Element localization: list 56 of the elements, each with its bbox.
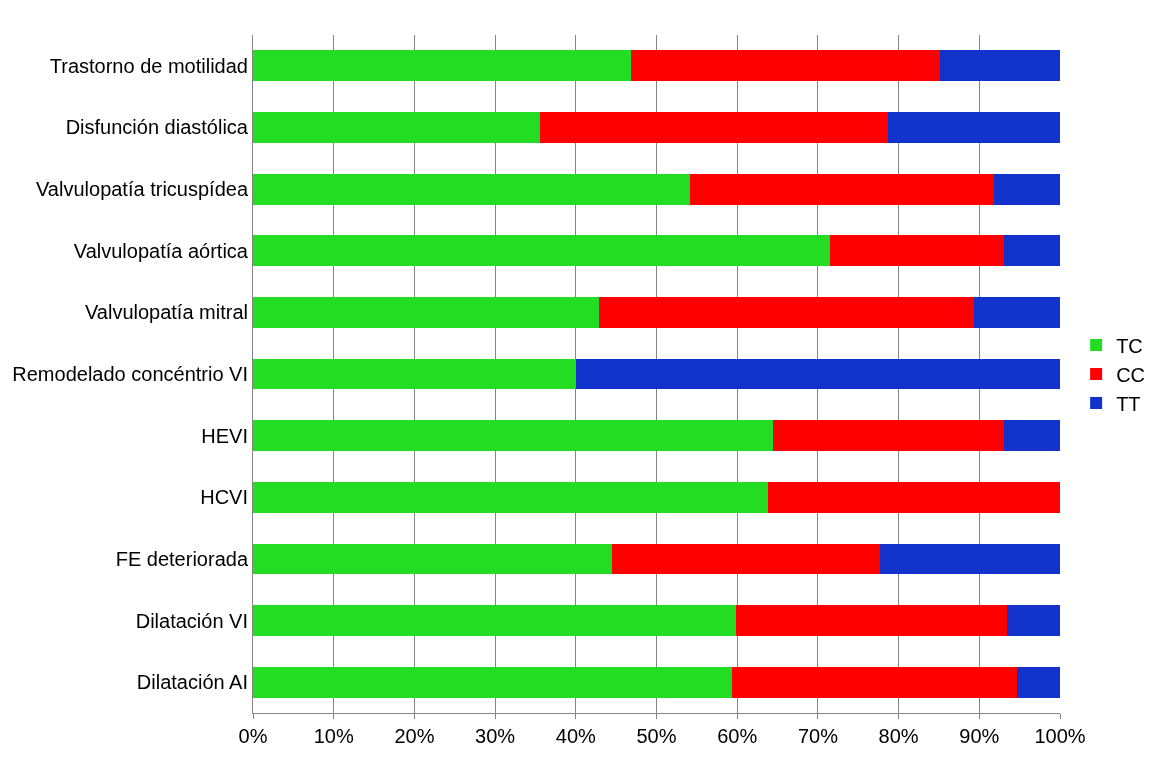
x-tick-label: 0% [238, 725, 268, 747]
y-tick-label: FE deteriorada [115, 547, 249, 570]
bar [253, 666, 733, 698]
bar [880, 543, 1060, 575]
legend-label: TT [1116, 392, 1141, 415]
y-tick-label: Remodelado concéntrio VI [12, 363, 248, 385]
x-tick-label: 40% [555, 725, 597, 747]
bar [599, 296, 974, 328]
y-tick-label: Trastorno de motilidad [49, 54, 248, 77]
bar [253, 173, 691, 205]
bar [767, 481, 1060, 513]
bar [253, 605, 737, 636]
y-tick-label: HEVI [201, 424, 248, 447]
bar [690, 173, 994, 205]
bar [540, 112, 889, 143]
x-tick-label: 50% [636, 725, 677, 747]
bar [575, 358, 1060, 390]
bar [939, 50, 1060, 82]
bar [736, 605, 1007, 636]
bar [830, 235, 1004, 267]
y-tick-label: Dilatación VI [135, 609, 248, 632]
bar [1003, 235, 1060, 267]
y-tick-label: HCVI [200, 486, 248, 509]
bar [772, 420, 1004, 452]
x-tick-label: 20% [394, 725, 435, 747]
bar [1006, 605, 1060, 636]
x-tick-label: 90% [959, 725, 1000, 747]
bar [253, 420, 773, 452]
y-tick-label: Valvulopatía aórtica [73, 239, 249, 262]
y-tick-label: Valvulopatía mitral [84, 301, 248, 324]
bar [973, 296, 1060, 328]
legend-label: CC [1116, 363, 1146, 386]
x-tick-label: 30% [475, 725, 516, 747]
y-tick-label: Dilatación AI [136, 671, 248, 694]
bar [732, 666, 1018, 698]
bar [253, 358, 576, 390]
bar [253, 235, 831, 267]
bar [1017, 666, 1060, 698]
bar [888, 112, 1060, 143]
bar [253, 112, 541, 143]
bar [612, 543, 881, 575]
bar [630, 50, 940, 82]
bar [253, 543, 613, 575]
x-tick-label: 100% [1034, 725, 1086, 747]
legend-label: TC [1116, 334, 1143, 357]
x-tick-label: 10% [313, 725, 354, 747]
bar [253, 296, 600, 328]
x-tick-label: 60% [717, 725, 758, 747]
bar [253, 50, 631, 82]
y-tick-label: Valvulopatía tricuspídea [36, 178, 249, 201]
bar [253, 481, 768, 513]
bar [1003, 420, 1060, 452]
bar [993, 173, 1060, 205]
x-tick-label: 80% [878, 725, 919, 747]
x-tick-label: 70% [797, 725, 839, 747]
y-tick-label: Disfunción diastólica [65, 116, 249, 139]
